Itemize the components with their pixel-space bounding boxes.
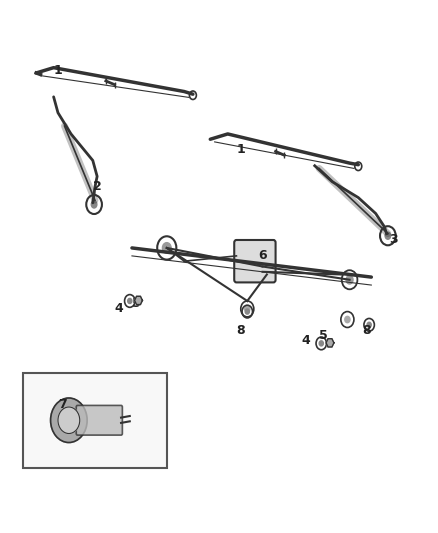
Circle shape <box>345 317 350 322</box>
Text: 8: 8 <box>237 324 245 337</box>
Circle shape <box>91 200 98 209</box>
Text: 1: 1 <box>237 143 245 156</box>
Text: 6: 6 <box>258 249 267 262</box>
FancyBboxPatch shape <box>234 240 276 282</box>
Bar <box>23 373 167 468</box>
Circle shape <box>245 306 250 312</box>
Circle shape <box>257 260 268 273</box>
Text: 4: 4 <box>302 334 311 347</box>
Text: 8: 8 <box>363 324 371 337</box>
Polygon shape <box>134 296 142 304</box>
Text: 5: 5 <box>132 297 141 310</box>
Circle shape <box>50 398 87 442</box>
Text: 3: 3 <box>389 233 397 246</box>
Circle shape <box>319 341 323 346</box>
Circle shape <box>162 243 171 253</box>
Text: 5: 5 <box>319 329 328 342</box>
FancyBboxPatch shape <box>76 406 122 435</box>
Circle shape <box>385 231 391 240</box>
Text: 4: 4 <box>114 302 123 316</box>
Circle shape <box>58 407 80 433</box>
Text: 2: 2 <box>93 181 102 193</box>
Circle shape <box>245 309 249 314</box>
Circle shape <box>346 276 353 284</box>
Polygon shape <box>326 338 334 347</box>
Text: 1: 1 <box>53 64 62 77</box>
Circle shape <box>367 322 371 327</box>
Circle shape <box>128 298 132 303</box>
Text: 7: 7 <box>58 398 67 411</box>
